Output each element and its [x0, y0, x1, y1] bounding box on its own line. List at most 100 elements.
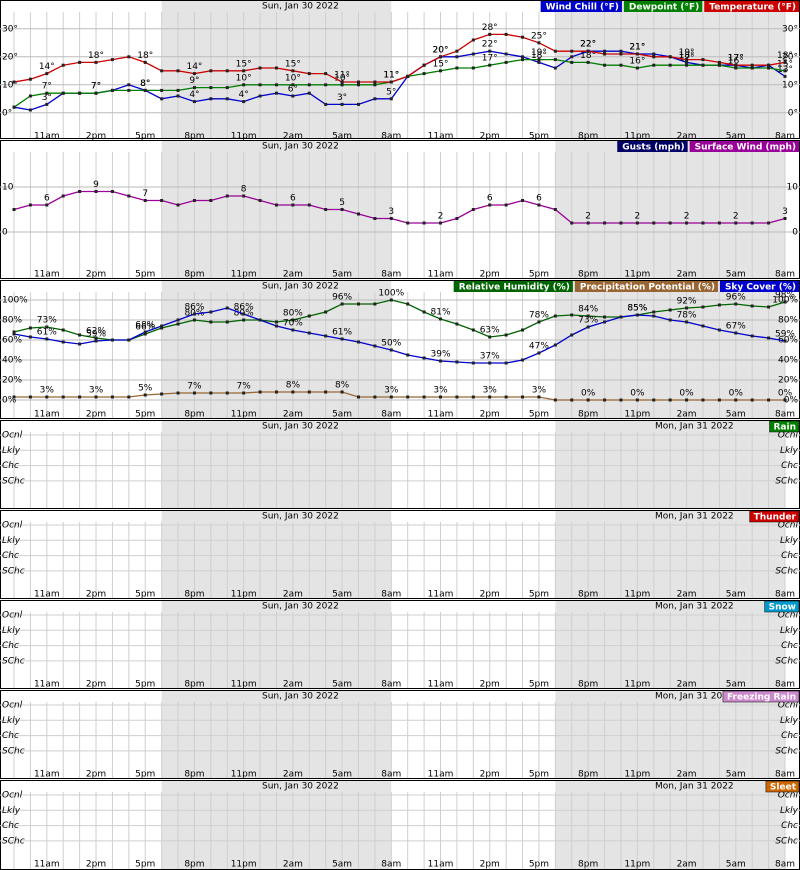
x-tick-label: 8pm	[578, 410, 598, 420]
legend-box	[617, 141, 688, 152]
x-tick-label: 2pm	[480, 270, 500, 280]
x-tick-label: 11pm	[624, 132, 650, 142]
data-label: 18°	[137, 51, 153, 61]
data-label: 22°	[580, 40, 596, 50]
data-label: 28°	[482, 23, 498, 33]
y-tick-label: 0°	[2, 108, 12, 118]
data-label: 20°	[433, 45, 449, 55]
data-label: 7°	[91, 82, 101, 92]
data-point	[488, 395, 492, 399]
data-label: 14°	[186, 62, 202, 72]
data-point	[94, 60, 98, 64]
x-tick-label: 2pm	[86, 270, 106, 280]
data-point	[570, 49, 574, 53]
data-point	[291, 390, 295, 394]
x-tick-label: 8pm	[184, 410, 204, 420]
y-label: Chc	[781, 551, 798, 561]
data-point	[586, 49, 590, 53]
data-point	[553, 398, 557, 402]
y-label: SChc	[775, 656, 798, 666]
data-point	[783, 300, 787, 304]
data-point	[258, 66, 262, 70]
data-point	[406, 221, 410, 225]
data-point	[389, 217, 393, 220]
data-point	[61, 328, 65, 332]
data-point	[685, 60, 689, 64]
x-tick-label: 11pm	[624, 410, 650, 420]
data-label: 5°	[386, 87, 396, 97]
x-tick-label: 11pm	[231, 770, 257, 780]
day-label: Sun, Jan 30 2022	[262, 782, 339, 792]
data-point	[652, 52, 656, 56]
data-label: 81%	[431, 308, 451, 318]
data-label: 37%	[480, 352, 500, 362]
data-point	[373, 80, 377, 84]
data-point	[274, 83, 278, 87]
data-point	[668, 55, 672, 59]
data-point	[78, 333, 82, 337]
data-point	[209, 391, 213, 395]
data-point	[619, 63, 623, 67]
y-label: Lkly	[780, 446, 799, 456]
data-label: 8°	[140, 79, 150, 89]
data-point	[406, 395, 410, 399]
data-point	[258, 94, 262, 98]
data-point	[373, 395, 377, 399]
y-tick-label: 80%	[778, 316, 798, 326]
data-point	[324, 83, 328, 87]
data-point	[340, 208, 344, 211]
x-tick-label: 11am	[428, 860, 454, 870]
y-label: Lkly	[2, 446, 21, 456]
legend-label: Sky Cover (%)	[725, 283, 796, 293]
data-point	[12, 330, 16, 334]
data-point	[258, 318, 262, 322]
y-tick-label: 0	[792, 228, 798, 238]
data-point	[340, 80, 344, 84]
data-label: 4°	[189, 90, 199, 100]
x-tick-label: 5pm	[135, 680, 155, 690]
data-point	[455, 217, 459, 220]
x-tick-label: 8am	[775, 680, 795, 690]
data-point	[783, 398, 787, 402]
legend-box	[453, 281, 573, 292]
x-tick-label: 11am	[34, 680, 60, 690]
data-point	[439, 359, 443, 363]
data-label: 8%	[286, 381, 301, 391]
data-point	[783, 339, 787, 343]
x-tick-label: 8pm	[184, 270, 204, 280]
panel: 11am 2pm 5pm 8pm 11pm 2am 5am 8am 11am 2pm 5pm 8pm 1…	[0, 0, 800, 142]
data-point	[750, 221, 754, 225]
data-point	[455, 360, 459, 364]
data-point	[127, 88, 131, 92]
data-label: 7	[142, 189, 148, 199]
legend-box	[689, 141, 799, 152]
data-point	[45, 337, 49, 341]
data-point	[242, 100, 246, 104]
data-point	[717, 398, 721, 402]
data-label: 0%	[581, 389, 596, 399]
data-label: 14°	[39, 62, 55, 72]
x-tick-label: 8am	[381, 410, 401, 420]
data-point	[28, 108, 32, 112]
data-point	[553, 49, 557, 53]
data-point	[685, 221, 689, 225]
legend-box	[704, 1, 799, 12]
data-point	[110, 88, 114, 92]
data-point	[28, 326, 32, 330]
data-label: 3°	[337, 93, 347, 103]
x-tick-label: 2am	[283, 410, 303, 420]
data-label: 61%	[37, 328, 57, 338]
y-tick-label: 20°	[782, 52, 798, 62]
data-point	[471, 38, 475, 42]
data-point	[488, 63, 492, 67]
data-point	[307, 314, 311, 318]
x-tick-label: 8pm	[184, 860, 204, 870]
data-point	[685, 63, 689, 67]
data-point	[143, 332, 147, 336]
day-label: Sun, Jan 30 2022	[262, 2, 339, 12]
y-label: Ocnl	[2, 521, 23, 531]
data-label: 0%	[679, 389, 694, 399]
y-tick-label: 60%	[2, 336, 22, 346]
data-label: 96%	[332, 293, 352, 303]
data-point	[160, 392, 164, 396]
